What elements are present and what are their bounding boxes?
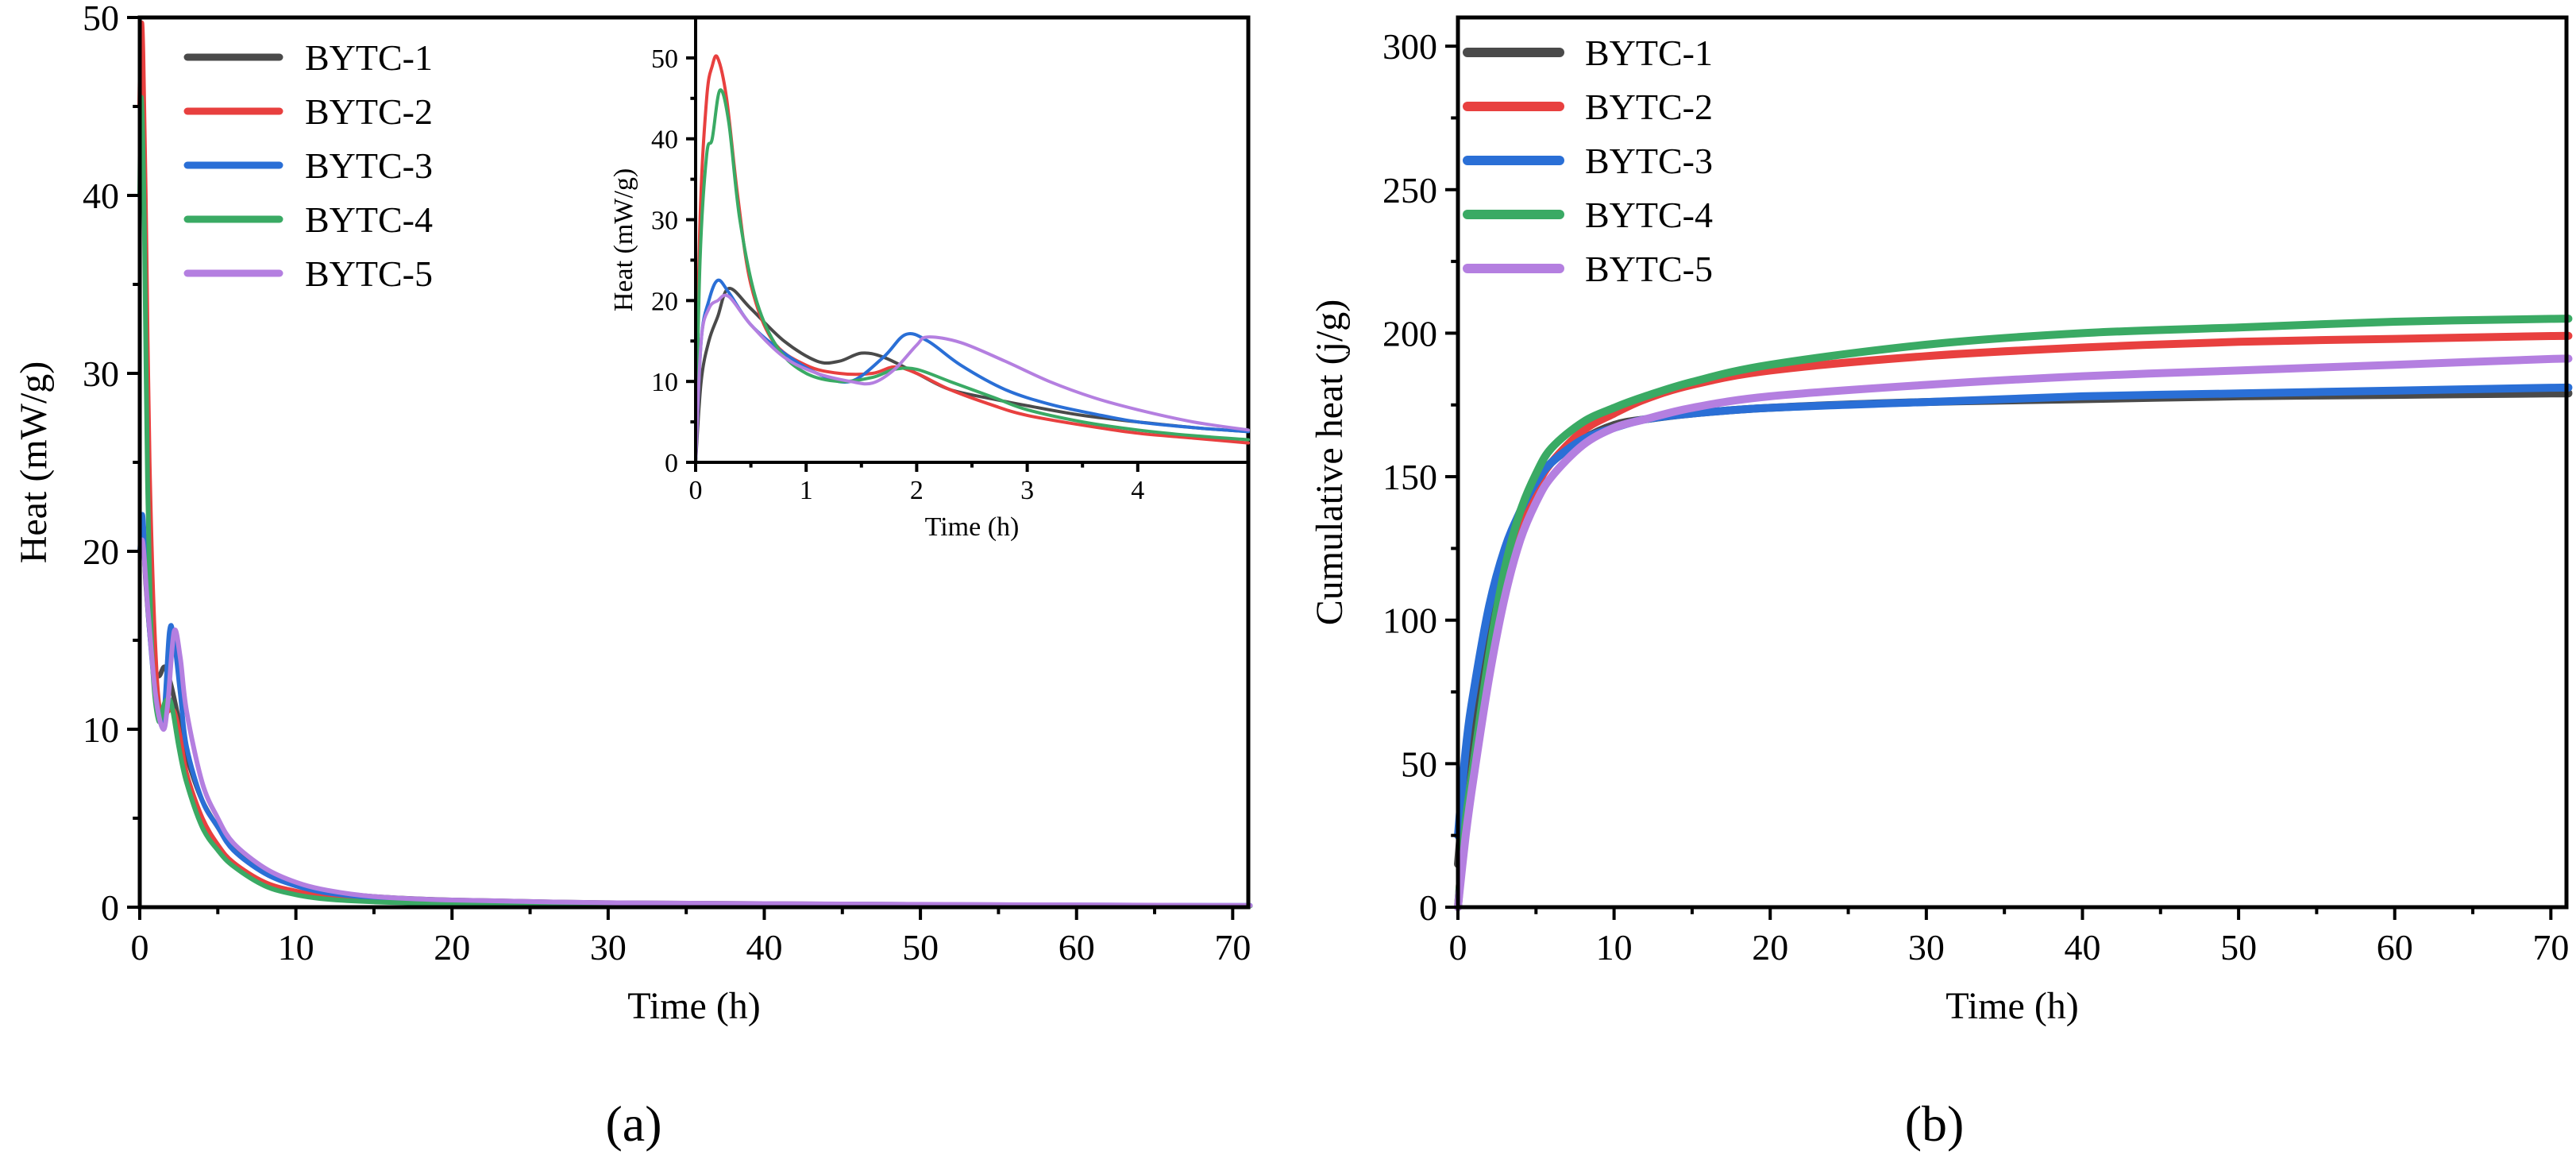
panel-a-legend-label-bytc-1: BYTC-1 bbox=[305, 37, 433, 78]
panel-a-x-tick-label: 30 bbox=[590, 927, 627, 968]
panel-a-y-tick-label: 40 bbox=[83, 176, 119, 216]
inset-series-bytc-5 bbox=[694, 293, 1250, 464]
inset-x-tick-label: 4 bbox=[1131, 476, 1144, 505]
panel-b-series-bytc-1 bbox=[1454, 389, 2573, 868]
panel-a-y-tick-label: 20 bbox=[83, 531, 119, 572]
panel-a-y-tick-label: 50 bbox=[83, 0, 119, 38]
panel-b-legend: BYTC-1 BYTC-2 BYTC-3 BYTC-4 BYTC-5 bbox=[1463, 33, 1713, 289]
inset-y-tick-label: 10 bbox=[651, 368, 678, 397]
panel-b-legend-label-bytc-1: BYTC-1 bbox=[1585, 33, 1713, 73]
panel-b-x-tick-label: 0 bbox=[1449, 927, 1467, 968]
panel-b-series-bytc-3 bbox=[1454, 383, 2573, 840]
panel-b-y-axis-title: Cumulative heat (j/g) bbox=[1309, 299, 1351, 626]
panel-b-y-tick-label: 50 bbox=[1401, 744, 1437, 784]
panel-b-y-tick-label: 0 bbox=[1419, 887, 1437, 928]
panel-a-legend-label-bytc-2: BYTC-2 bbox=[305, 91, 433, 132]
inset-series-bytc-2 bbox=[694, 54, 1250, 464]
panel-a-y-tick-label: 30 bbox=[83, 353, 119, 394]
inset-series-bytc-4 bbox=[694, 88, 1250, 464]
panel-b-x-tick-label: 20 bbox=[1752, 927, 1788, 968]
panel-b-y-tick-label: 300 bbox=[1382, 26, 1437, 67]
panel-b-series-bytc-5 bbox=[1454, 354, 2573, 911]
panel-a-series-bytc-5 bbox=[137, 537, 1253, 908]
panel-b-x-axis-title: Time (h) bbox=[1945, 985, 2079, 1027]
panel-b-plot-frame bbox=[1456, 15, 2569, 910]
panel-b-y-tick-label: 150 bbox=[1382, 457, 1437, 497]
inset-y-axis-title: Heat (mW/g) bbox=[609, 168, 638, 311]
panel-a-x-tick-label: 70 bbox=[1214, 927, 1251, 968]
inset-y-tick-label: 50 bbox=[651, 44, 678, 74]
panel-b-legend-label-bytc-4: BYTC-4 bbox=[1585, 195, 1713, 235]
panel-a-x-tick-label: 10 bbox=[278, 927, 314, 968]
inset-y-tick-label: 0 bbox=[665, 449, 678, 478]
panel-b-series-bytc-4 bbox=[1454, 315, 2573, 911]
panel-a-y-tick-label: 10 bbox=[83, 709, 119, 750]
inset-x-tick-label: 1 bbox=[800, 476, 813, 505]
panel-b-ticks: 0 10 20 30 40 50 60 70 0 50 100 150 200 250 300 bbox=[1382, 26, 2569, 968]
panel-b-x-tick-label: 40 bbox=[2064, 927, 2100, 968]
panel-a-legend: BYTC-1 BYTC-2 BYTC-3 BYTC-4 BYTC-5 bbox=[183, 37, 433, 294]
inset-series-bytc-3 bbox=[694, 278, 1250, 464]
panel-b-series bbox=[1454, 315, 2573, 911]
panel-a-x-tick-label: 20 bbox=[434, 927, 470, 968]
panel-b-legend-label-bytc-5: BYTC-5 bbox=[1585, 249, 1713, 289]
panel-a-x-tick-label: 50 bbox=[902, 927, 939, 968]
panel-b-x-tick-label: 60 bbox=[2377, 927, 2413, 968]
panel-b-y-tick-label: 250 bbox=[1382, 170, 1437, 211]
panel-a-x-tick-label: 40 bbox=[746, 927, 782, 968]
panel-a-x-tick-label: 60 bbox=[1059, 927, 1095, 968]
inset-x-axis-title: Time (h) bbox=[925, 512, 1020, 542]
panel-b-chart: 0 10 20 30 40 50 60 70 0 50 100 150 200 250 300 BYTC-1… bbox=[1309, 15, 2573, 1152]
inset-y-tick-label: 40 bbox=[651, 126, 678, 155]
panel-b-x-tick-label: 70 bbox=[2532, 927, 2569, 968]
panel-a-legend-label-bytc-4: BYTC-4 bbox=[305, 199, 433, 240]
inset-x-tick-label: 0 bbox=[689, 476, 703, 505]
inset-y-tick-label: 20 bbox=[651, 287, 678, 316]
panel-a-label: (a) bbox=[605, 1095, 661, 1152]
panel-a-legend-label-bytc-5: BYTC-5 bbox=[305, 253, 433, 294]
inset-x-tick-label: 3 bbox=[1020, 476, 1034, 505]
panel-b-legend-label-bytc-2: BYTC-2 bbox=[1585, 87, 1713, 127]
panel-b-legend-label-bytc-3: BYTC-3 bbox=[1585, 141, 1713, 181]
panel-b-y-tick-label: 200 bbox=[1382, 313, 1437, 353]
panel-a-x-tick-label: 0 bbox=[131, 927, 149, 968]
panel-a-y-tick-label: 0 bbox=[101, 887, 119, 928]
panel-a-y-axis-title: Heat (mW/g) bbox=[13, 361, 55, 564]
panel-b-x-tick-label: 30 bbox=[1908, 927, 1945, 968]
panel-a-x-axis-title: Time (h) bbox=[627, 985, 761, 1027]
panel-b-x-tick-label: 50 bbox=[2220, 927, 2257, 968]
panel-b-y-tick-label: 100 bbox=[1382, 601, 1437, 641]
inset-x-tick-label: 2 bbox=[910, 476, 924, 505]
inset-y-tick-label: 30 bbox=[651, 207, 678, 236]
panel-a-legend-label-bytc-3: BYTC-3 bbox=[305, 145, 433, 186]
panel-a-series-bytc-1 bbox=[137, 530, 1253, 909]
panel-a-series-bytc-3 bbox=[137, 512, 1253, 908]
inset-series bbox=[694, 54, 1250, 464]
inset-series-bytc-1 bbox=[694, 287, 1250, 464]
panel-b-label: (b) bbox=[1905, 1095, 1965, 1152]
panel-b-x-tick-label: 10 bbox=[1596, 927, 1633, 968]
